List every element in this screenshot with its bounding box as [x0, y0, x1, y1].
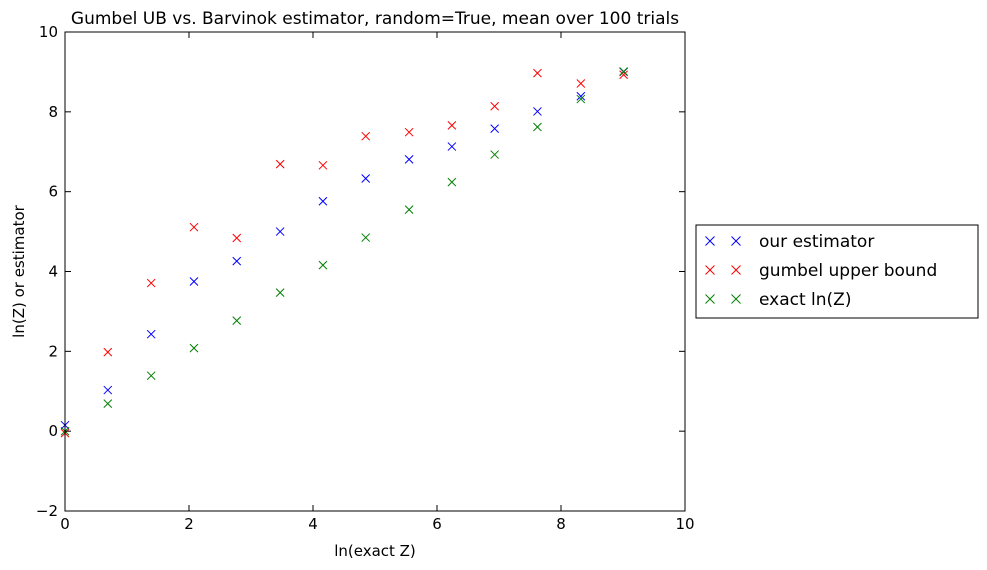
x-tick-label: 8: [556, 515, 566, 533]
data-point: [490, 150, 500, 159]
data-point: [404, 127, 414, 137]
data-point: [232, 233, 242, 243]
data-point: [490, 124, 500, 133]
x-axis-label: ln(exact Z): [334, 542, 416, 560]
data-point: [361, 174, 371, 183]
data-point: [189, 222, 199, 232]
data-point: [576, 94, 586, 104]
data-point: [146, 329, 156, 339]
data-point: [576, 91, 586, 101]
y-tick-label: 2: [48, 342, 58, 360]
data-point: [275, 288, 285, 298]
y-tick-label: 10: [39, 23, 58, 41]
data-point: [318, 196, 328, 206]
legend: our estimator gumbel upper bound exact ln(…: [695, 224, 979, 319]
y-tick-label: 8: [48, 103, 58, 121]
data-point: [447, 142, 457, 151]
data-point: [361, 131, 371, 141]
y-axis-label: ln(Z) or estimator: [10, 204, 28, 337]
data-point: [103, 385, 113, 395]
series-gumbel-upper-bound: [60, 68, 628, 438]
legend-entry: gumbel upper bound: [705, 261, 937, 281]
data-point: [189, 343, 199, 353]
data-point: [619, 67, 628, 76]
data-point: [232, 316, 242, 325]
data-point: [146, 278, 156, 288]
data-point: [404, 205, 414, 214]
data-point: [361, 233, 371, 242]
data-point: [318, 160, 328, 170]
legend-entry: exact ln(Z): [705, 290, 851, 310]
data-point: [318, 260, 328, 270]
y-tick-label: 4: [48, 263, 58, 281]
legend-label: gumbel upper bound: [759, 261, 937, 281]
x-tick-label: 2: [184, 515, 194, 533]
series-our-estimator: [60, 67, 628, 430]
legend-box: [695, 224, 979, 319]
data-point: [404, 154, 414, 164]
data-point: [490, 101, 500, 111]
data-point: [189, 277, 199, 286]
y-tick-label: 6: [48, 183, 58, 201]
y-tick-label: 0: [48, 422, 58, 440]
legend-label: our estimator: [759, 232, 874, 252]
x-tick-label: 4: [308, 515, 318, 533]
data-point: [533, 107, 542, 116]
data-point: [275, 227, 285, 236]
data-point: [103, 399, 113, 408]
data-point: [146, 371, 156, 381]
x-tick-label: 6: [432, 515, 442, 533]
data-point: [447, 177, 457, 187]
legend-entry: our estimator: [705, 232, 874, 252]
chart-title: Gumbel UB vs. Barvinok estimator, random…: [71, 9, 679, 29]
data-point: [103, 347, 113, 357]
y-tick-label: −2: [36, 502, 58, 520]
data-point: [232, 256, 242, 266]
x-tick-label: 10: [675, 515, 694, 533]
data-point: [275, 159, 285, 169]
legend-label: exact ln(Z): [759, 290, 851, 310]
x-tick-label: 0: [60, 515, 70, 533]
plot-frame: [64, 31, 686, 512]
data-point: [533, 68, 542, 78]
plot-markers: [60, 67, 628, 438]
data-point: [533, 122, 542, 132]
series-exact-ln-z-: [60, 67, 628, 436]
data-point: [447, 121, 457, 130]
data-point: [619, 70, 628, 80]
data-point: [576, 79, 586, 88]
